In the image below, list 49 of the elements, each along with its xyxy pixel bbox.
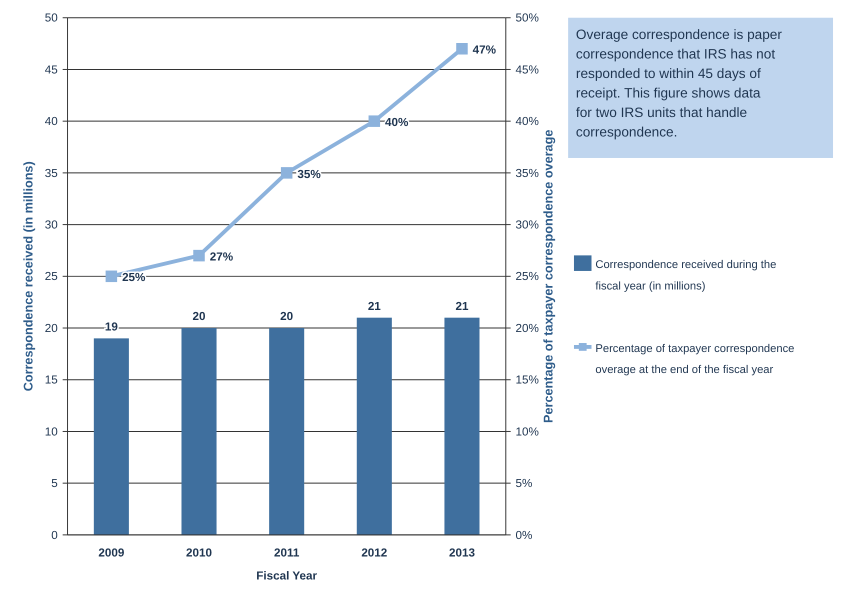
legend-label: Correspondence received during the fiscal year (in millions)	[595, 259, 776, 292]
x-tick-label: 2013	[448, 546, 476, 560]
y2-tick-label: 40%	[516, 115, 539, 128]
y2-axis-title: Percentage of taxpayer correspondence overage	[542, 130, 556, 423]
y2-tick-label: 45%	[516, 63, 539, 76]
point	[193, 250, 205, 262]
bar	[444, 318, 480, 535]
bar	[94, 338, 129, 535]
x-axis-title: Fiscal Year	[256, 570, 318, 583]
y-tick-label: 35	[44, 166, 58, 180]
legend-label: Percentage of taxpayer correspondence overage at the end of the fiscal year	[595, 342, 794, 376]
y2-tick-label: 10%	[516, 425, 539, 438]
data-label: 21	[368, 300, 382, 313]
bar	[181, 328, 217, 535]
y2-tick-label: 0%	[516, 528, 532, 542]
y2-tick-label: 30%	[516, 218, 539, 232]
y2-tick-label: 35%	[516, 166, 539, 180]
y-tick-label: 50	[44, 12, 58, 25]
point	[456, 43, 468, 55]
y2-tick-label: 20%	[516, 322, 539, 335]
data-label: 20	[280, 310, 294, 324]
y-tick-label: 0	[51, 528, 58, 542]
data-label: 47%	[472, 44, 497, 57]
text: Overage correspondence is paper correspondence that IRS has not responded to within 45 days of receipt. This figure shows data for two IRS units that handle correspondence.	[576, 27, 782, 140]
y-tick-label: 20	[44, 322, 58, 335]
y-tick-label: 15	[44, 374, 58, 387]
point	[106, 270, 118, 282]
y-tick-label: 25	[44, 270, 58, 284]
x-tick-label: 2012	[361, 546, 388, 560]
x-tick-label: 2009	[98, 546, 125, 560]
x-tick-label: 2010	[186, 546, 213, 560]
point	[280, 167, 292, 179]
data-label: 20	[192, 310, 206, 324]
y2-tick-label: 50%	[516, 12, 539, 25]
y2-tick-label: 25%	[516, 270, 539, 284]
y2-tick-label: 5%	[516, 477, 532, 490]
y-tick-label: 10	[44, 425, 58, 438]
point	[368, 115, 380, 127]
y-tick-label: 30	[44, 218, 58, 232]
y-tick-label: 40	[44, 115, 58, 128]
y-axis-title: Correspondence received (in millions)	[21, 161, 36, 392]
data-label: 21	[455, 300, 469, 313]
bar	[269, 328, 304, 535]
x-tick-label: 2011	[274, 546, 300, 560]
y-tick-label: 5	[51, 477, 58, 490]
y-tick-label: 45	[44, 63, 58, 76]
data-label: 27%	[210, 250, 234, 264]
bar	[356, 318, 392, 535]
y2-tick-label: 15%	[516, 374, 539, 387]
